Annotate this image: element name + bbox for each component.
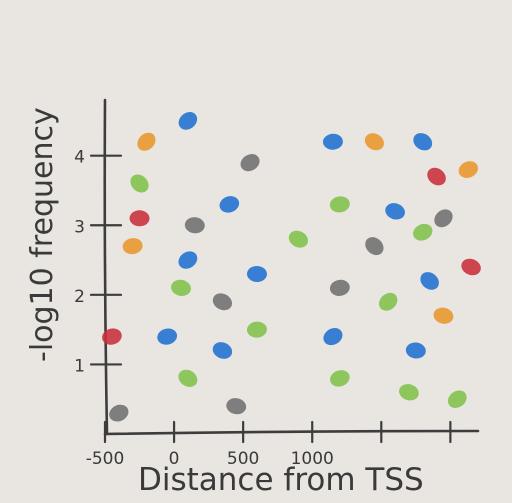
data-point-green bbox=[330, 370, 350, 387]
data-point-orange bbox=[137, 132, 156, 151]
y-tick-label: 4 bbox=[74, 148, 85, 168]
data-point-blue bbox=[322, 133, 343, 150]
data-point-green bbox=[288, 230, 309, 248]
data-point-green bbox=[379, 292, 398, 311]
data-point-blue bbox=[178, 251, 198, 269]
data-point-blue bbox=[246, 265, 267, 282]
data-point-red bbox=[102, 328, 122, 345]
data-point-red bbox=[427, 167, 446, 186]
x-tick-label: 0 bbox=[169, 449, 180, 469]
y-tick-label: 3 bbox=[74, 217, 85, 237]
data-point-orange bbox=[433, 307, 454, 324]
data-point-gray bbox=[434, 209, 453, 228]
y-tick-label: 2 bbox=[74, 287, 85, 307]
x-tick-label: 1000 bbox=[291, 449, 334, 469]
data-point-green bbox=[413, 223, 433, 241]
data-points bbox=[102, 111, 481, 422]
data-point-gray bbox=[184, 217, 205, 234]
data-point-red bbox=[461, 258, 481, 276]
data-point-blue bbox=[212, 342, 233, 359]
data-point-blue bbox=[413, 133, 433, 151]
y-tick-label: 1 bbox=[74, 356, 85, 376]
data-point-gray bbox=[226, 398, 247, 415]
data-point-blue bbox=[420, 272, 439, 290]
data-point-gray bbox=[109, 404, 129, 422]
data-point-blue bbox=[178, 111, 198, 130]
data-point-gray bbox=[240, 154, 260, 172]
data-point-green bbox=[178, 369, 198, 387]
data-point-gray bbox=[365, 237, 384, 256]
data-point-green bbox=[171, 279, 191, 296]
data-point-red bbox=[129, 210, 150, 227]
y-axis-label: -log10 frequency bbox=[25, 107, 60, 362]
x-tick-label: -500 bbox=[86, 449, 125, 469]
data-point-green bbox=[246, 321, 267, 338]
data-point-blue bbox=[219, 196, 240, 213]
x-axis-line bbox=[103, 429, 480, 436]
axes: -500 0 500 1000 1 2 3 4 bbox=[74, 98, 480, 469]
data-point-gray bbox=[329, 279, 350, 296]
data-point-blue bbox=[323, 328, 343, 346]
data-point-green bbox=[329, 196, 350, 213]
y-axis-line bbox=[103, 98, 109, 436]
axis-labels: Distance from TSS -log10 frequency bbox=[25, 107, 424, 498]
data-point-green bbox=[130, 174, 149, 193]
data-point-orange bbox=[458, 161, 479, 178]
data-point-orange bbox=[364, 133, 384, 151]
data-point-orange bbox=[122, 238, 143, 255]
data-point-gray bbox=[212, 293, 233, 311]
data-point-blue bbox=[157, 328, 178, 345]
x-axis-label: Distance from TSS bbox=[138, 462, 424, 498]
data-point-green bbox=[399, 384, 419, 401]
data-point-blue bbox=[405, 342, 426, 359]
x-tick-label: 500 bbox=[227, 449, 259, 469]
data-point-blue bbox=[385, 203, 405, 220]
data-point-green bbox=[447, 390, 467, 408]
